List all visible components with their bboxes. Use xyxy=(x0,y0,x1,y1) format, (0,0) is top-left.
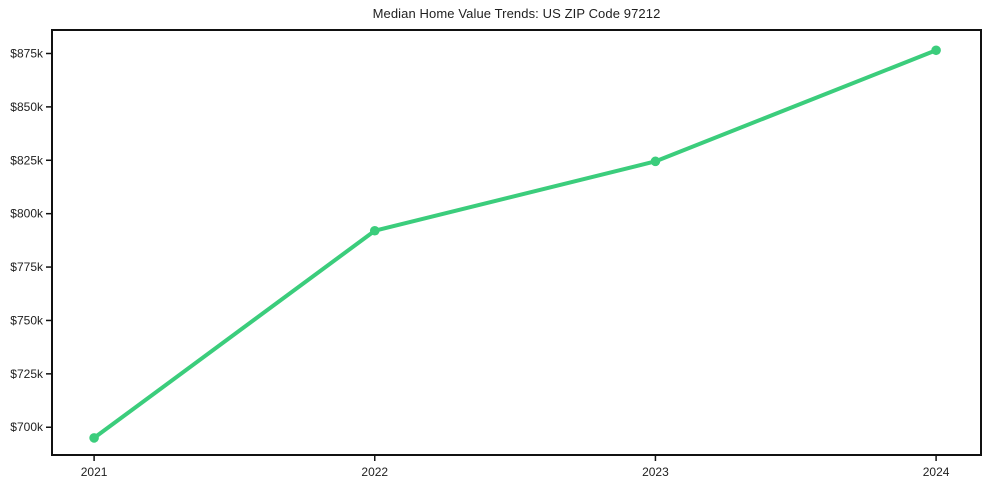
chart-title: Median Home Value Trends: US ZIP Code 97… xyxy=(372,6,661,21)
x-tick-label: 2023 xyxy=(642,465,669,479)
y-tick-label: $825k xyxy=(10,153,44,167)
x-tick-label: 2021 xyxy=(81,465,108,479)
y-tick-label: $850k xyxy=(10,100,44,114)
data-point-marker xyxy=(89,433,99,443)
plot-border xyxy=(51,29,982,456)
data-point-marker xyxy=(369,225,380,236)
x-tick-label: 2022 xyxy=(361,465,388,479)
y-tick-label: $700k xyxy=(10,420,44,434)
y-tick-label: $800k xyxy=(10,207,44,221)
data-point-marker xyxy=(931,45,941,56)
series-line xyxy=(92,48,939,440)
y-tick-label: $750k xyxy=(10,313,44,327)
y-tick-label: $725k xyxy=(10,367,44,381)
x-tick-label: 2024 xyxy=(923,465,950,479)
y-tick-label: $875k xyxy=(10,46,44,60)
y-tick-label: $775k xyxy=(10,260,44,274)
data-point-marker xyxy=(650,156,661,167)
